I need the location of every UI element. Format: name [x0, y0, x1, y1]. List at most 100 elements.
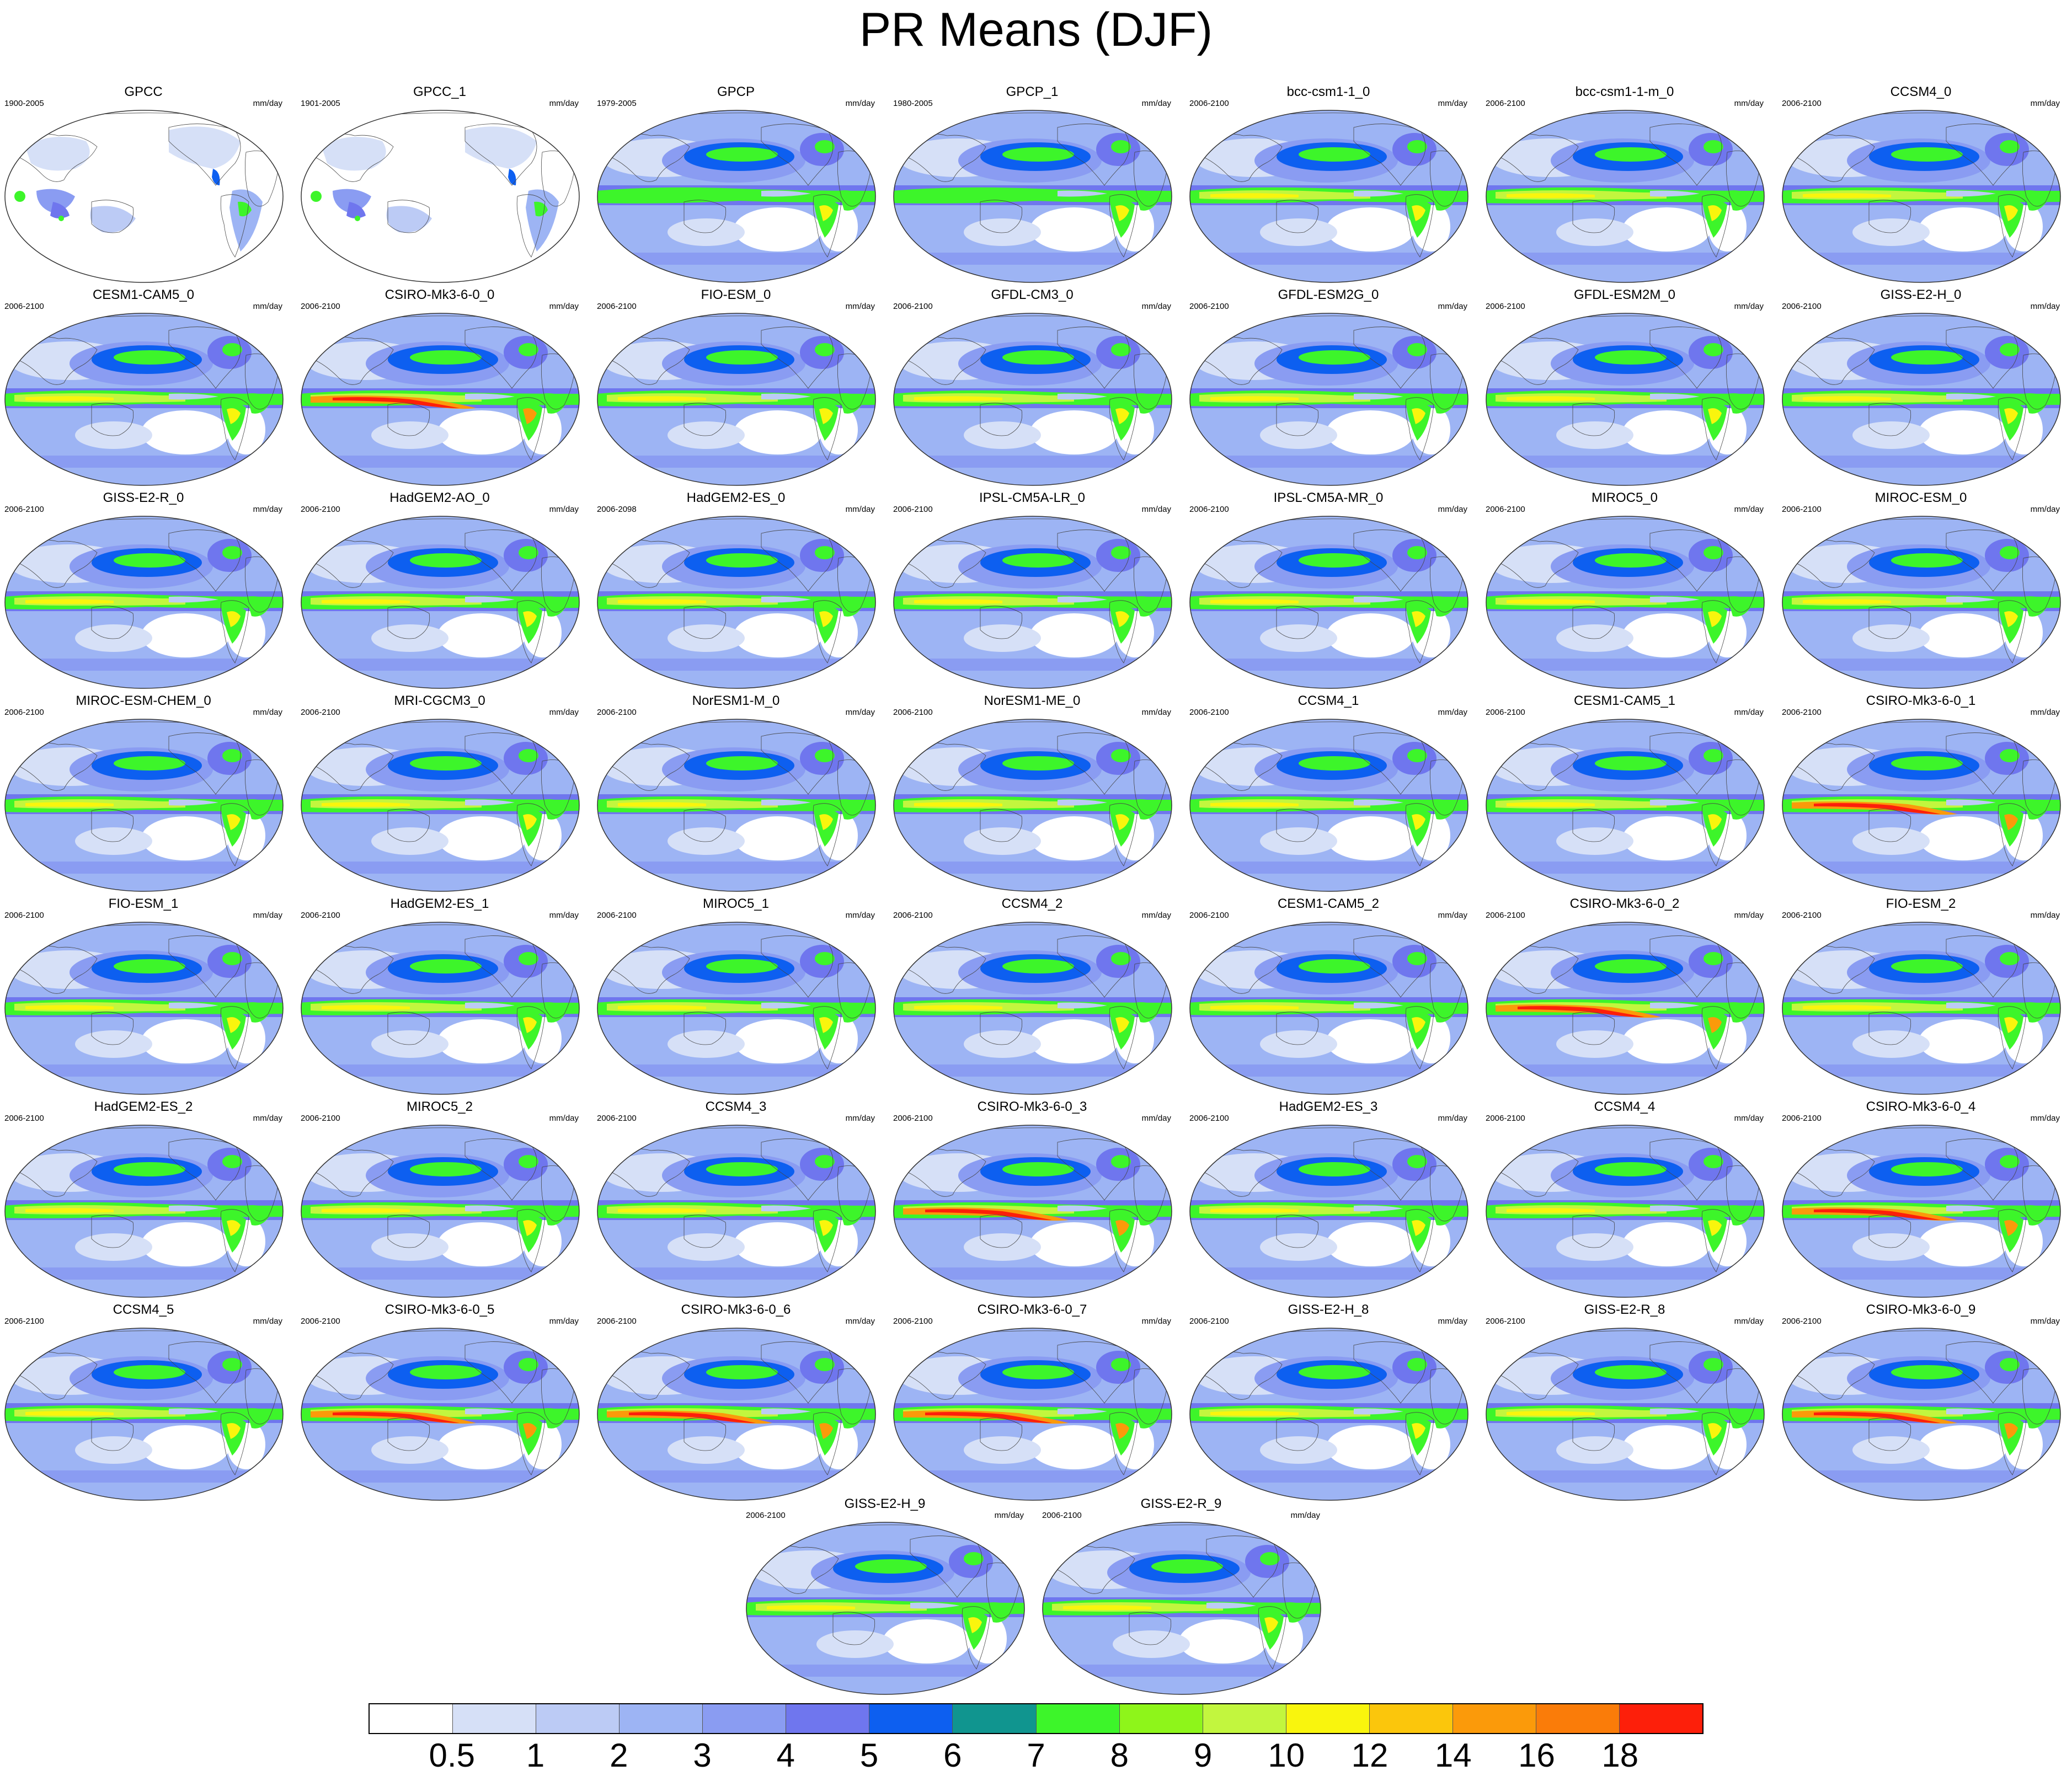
panel-period: 2006-2100	[301, 1317, 340, 1326]
colorbar-box	[869, 1704, 953, 1733]
precipitation-map	[893, 1328, 1172, 1501]
colorbar-label: 3	[693, 1737, 712, 1774]
panel-title: CESM1-CAM5_2	[1277, 896, 1380, 911]
panel-period: 2006-2100	[1486, 1114, 1525, 1123]
precipitation-map	[1782, 719, 2061, 892]
precipitation-map	[893, 1125, 1172, 1298]
panel-title: HadGEM2-ES_2	[94, 1099, 193, 1114]
colorbar-label: 8	[1110, 1737, 1129, 1774]
map-panel: GISS-E2-H_0 2006-2100 mm/day	[1777, 287, 2064, 491]
panel-period: 2006-2100	[1189, 708, 1229, 717]
panel-period: 2006-2100	[1189, 1114, 1229, 1123]
precipitation-map	[301, 1328, 580, 1501]
panel-units: mm/day	[1438, 911, 1467, 920]
panel-period: 2006-2100	[1189, 911, 1229, 920]
map-panel: HadGEM2-ES_2 2006-2100 mm/day	[0, 1099, 287, 1303]
map-panel: CSIRO-Mk3-6-0_9 2006-2100 mm/day	[1777, 1302, 2064, 1506]
panel-title: IPSL-CM5A-LR_0	[979, 490, 1086, 505]
panel-period: 2006-2100	[301, 911, 340, 920]
precipitation-map	[893, 516, 1172, 689]
panel-units: mm/day	[1141, 505, 1171, 514]
panel-period: 2006-2100	[1486, 505, 1525, 514]
colorbar-label: 14	[1434, 1737, 1472, 1774]
precipitation-map	[1782, 922, 2061, 1095]
panel-title: GISS-E2-H_8	[1288, 1302, 1369, 1317]
colorbar-box	[620, 1704, 703, 1733]
panel-title: CCSM4_4	[1594, 1099, 1656, 1114]
precipitation-map	[301, 516, 580, 689]
map-panel: bcc-csm1-1_0 2006-2100 mm/day	[1185, 84, 1472, 288]
panel-units: mm/day	[845, 1317, 875, 1326]
panel-units: mm/day	[1438, 99, 1467, 108]
colorbar-label: 1	[526, 1737, 545, 1774]
map-panel: CCSM4_3 2006-2100 mm/day	[592, 1099, 879, 1303]
map-panel: GISS-E2-R_0 2006-2100 mm/day	[0, 490, 287, 694]
precipitation-map	[597, 922, 876, 1095]
panel-title: GPCP_1	[1006, 84, 1059, 99]
panel-units: mm/day	[2030, 505, 2060, 514]
precipitation-map	[1189, 719, 1468, 892]
panel-period: 2006-2100	[1042, 1511, 1082, 1520]
precipitation-map	[4, 313, 284, 486]
colorbar-label: 4	[776, 1737, 795, 1774]
panel-units: mm/day	[994, 1511, 1024, 1520]
panel-title: CCSM4_3	[705, 1099, 767, 1114]
map-panel: CCSM4_1 2006-2100 mm/day	[1185, 693, 1472, 897]
precipitation-map	[893, 719, 1172, 892]
colorbar-label: 2	[610, 1737, 628, 1774]
panel-period: 1901-2005	[301, 99, 340, 108]
precipitation-map	[1486, 110, 1765, 283]
precipitation-map	[1782, 1125, 2061, 1298]
map-panel: NorESM1-ME_0 2006-2100 mm/day	[889, 693, 1176, 897]
map-panel: HadGEM2-ES_3 2006-2100 mm/day	[1185, 1099, 1472, 1303]
panel-period: 1980-2005	[893, 99, 933, 108]
precipitation-map	[1782, 313, 2061, 486]
panel-title: HadGEM2-AO_0	[389, 490, 490, 505]
panel-units: mm/day	[1438, 708, 1467, 717]
precipitation-map	[597, 719, 876, 892]
panel-units: mm/day	[253, 505, 282, 514]
panel-period: 1900-2005	[4, 99, 44, 108]
map-panel: GISS-E2-R_8 2006-2100 mm/day	[1481, 1302, 1768, 1506]
panel-units: mm/day	[2030, 1114, 2060, 1123]
panel-title: CCSM4_5	[113, 1302, 174, 1317]
colorbar-label: 16	[1518, 1737, 1555, 1774]
map-panel: HadGEM2-ES_0 2006-2098 mm/day	[592, 490, 879, 694]
panel-period: 2006-2100	[1486, 1317, 1525, 1326]
panel-period: 2006-2100	[1486, 708, 1525, 717]
panel-period: 2006-2100	[1782, 99, 1822, 108]
panel-title: CCSM4_0	[1890, 84, 1952, 99]
panel-title: NorESM1-ME_0	[984, 693, 1081, 708]
map-panel: GFDL-ESM2G_0 2006-2100 mm/day	[1185, 287, 1472, 491]
panel-title: CCSM4_2	[1001, 896, 1063, 911]
panel-units: mm/day	[845, 302, 875, 311]
map-panel: MIROC5_2 2006-2100 mm/day	[296, 1099, 583, 1303]
panel-title: FIO-ESM_0	[701, 287, 771, 302]
map-panel: FIO-ESM_0 2006-2100 mm/day	[592, 287, 879, 491]
map-panel: bcc-csm1-1-m_0 2006-2100 mm/day	[1481, 84, 1768, 288]
panel-period: 2006-2100	[1486, 911, 1525, 920]
panel-units: mm/day	[1141, 1114, 1171, 1123]
map-panel: CCSM4_5 2006-2100 mm/day	[0, 1302, 287, 1506]
panel-period: 2006-2100	[1782, 911, 1822, 920]
panel-title: CESM1-CAM5_1	[1573, 693, 1676, 708]
panel-period: 2006-2100	[746, 1511, 786, 1520]
precipitation-map	[1486, 1125, 1765, 1298]
colorbar-box	[703, 1704, 787, 1733]
map-panel: MIROC5_0 2006-2100 mm/day	[1481, 490, 1768, 694]
panel-period: 2006-2100	[4, 302, 44, 311]
precipitation-map	[1486, 313, 1765, 486]
colorbar-labels: 0.5 1 2 3 4 5 6 7 8 9 10 12 14 16 18	[369, 1737, 1703, 1776]
map-panel: CCSM4_0 2006-2100 mm/day	[1777, 84, 2064, 288]
panel-period: 2006-2100	[4, 911, 44, 920]
panel-units: mm/day	[1438, 302, 1467, 311]
precipitation-map	[1486, 719, 1765, 892]
panel-units: mm/day	[253, 99, 282, 108]
panel-period: 2006-2100	[893, 1114, 933, 1123]
panel-title: MIROC-ESM-CHEM_0	[76, 693, 211, 708]
colorbar-box	[453, 1704, 537, 1733]
panel-title: CESM1-CAM5_0	[92, 287, 195, 302]
panel-period: 1979-2005	[597, 99, 637, 108]
panel-title: FIO-ESM_2	[1886, 896, 1956, 911]
panel-title: NorESM1-M_0	[692, 693, 780, 708]
